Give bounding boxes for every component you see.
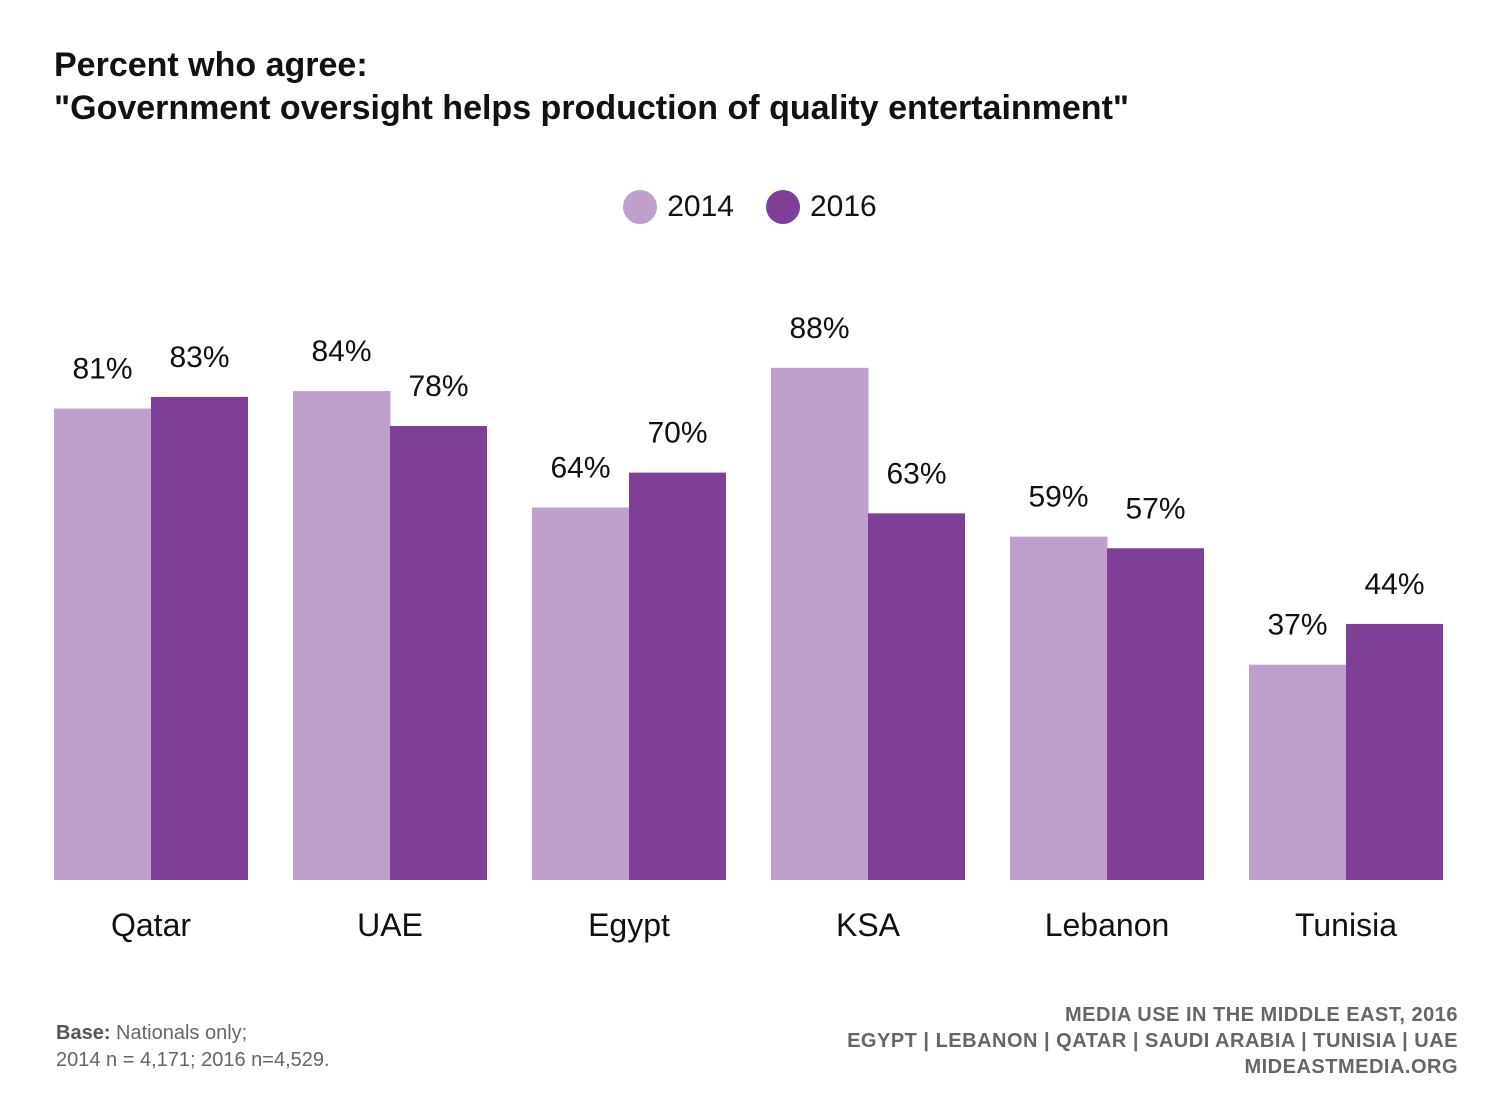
data-label-tunisia-2016: 44% <box>1364 568 1424 601</box>
data-label-egypt-2016: 70% <box>647 417 707 450</box>
chart-title: Percent who agree: "Government oversight… <box>54 44 1129 130</box>
legend: 2014 2016 <box>0 190 1500 224</box>
legend-item-2014: 2014 <box>623 190 734 224</box>
data-label-uae-2016: 78% <box>408 370 468 403</box>
base-label: Base: <box>56 1022 111 1044</box>
source-line-2: EGYPT | LEBANON | QATAR | SAUDI ARABIA |… <box>847 1030 1458 1052</box>
bar-lebanon-2014 <box>1010 536 1108 880</box>
data-label-egypt-2014: 64% <box>550 452 610 485</box>
bar-qatar-2016 <box>151 396 248 880</box>
sample-size: 2014 n = 4,171; 2016 n=4,529. <box>56 1049 330 1071</box>
bar-tunisia-2016 <box>1346 623 1443 880</box>
category-label-lebanon: Lebanon <box>1045 907 1170 943</box>
data-label-ksa-2016: 63% <box>886 457 946 490</box>
source-line-1: MEDIA USE IN THE MIDDLE EAST, 2016 <box>1065 1004 1458 1026</box>
data-label-qatar-2014: 81% <box>72 353 132 386</box>
source-line-3: MIDEASTMEDIA.ORG <box>1244 1056 1458 1078</box>
base-note: Base: Nationals only; 2014 n = 4,171; 20… <box>56 1020 330 1074</box>
data-label-lebanon-2016: 57% <box>1125 492 1185 525</box>
bar-tunisia-2014 <box>1249 664 1347 880</box>
legend-item-2016: 2016 <box>766 190 877 224</box>
legend-swatch-2014 <box>623 190 658 224</box>
data-label-ksa-2014: 88% <box>789 312 849 345</box>
category-label-tunisia: Tunisia <box>1295 907 1397 943</box>
bar-egypt-2016 <box>629 472 726 880</box>
title-line-1: Percent who agree: <box>54 46 368 84</box>
category-label-uae: UAE <box>357 907 423 943</box>
bar-qatar-2014 <box>54 408 152 880</box>
category-label-ksa: KSA <box>836 907 901 943</box>
legend-swatch-2016 <box>766 190 800 224</box>
data-label-lebanon-2014: 59% <box>1028 481 1088 514</box>
bar-uae-2016 <box>390 426 487 880</box>
category-label-qatar: Qatar <box>111 907 191 943</box>
title-line-2: "Government oversight helps production o… <box>54 89 1130 127</box>
data-label-tunisia-2014: 37% <box>1267 609 1327 642</box>
data-label-qatar-2016: 83% <box>169 341 229 374</box>
bar-ksa-2014 <box>771 367 869 881</box>
bar-lebanon-2016 <box>1107 548 1204 880</box>
bar-ksa-2016 <box>868 513 965 880</box>
bar-uae-2014 <box>293 391 391 880</box>
legend-label-2016: 2016 <box>810 190 877 223</box>
data-label-uae-2014: 84% <box>311 335 371 368</box>
bar-egypt-2014 <box>532 507 630 880</box>
base-text: Nationals only; <box>116 1022 248 1044</box>
category-label-egypt: Egypt <box>588 907 670 943</box>
source-note: MEDIA USE IN THE MIDDLE EAST, 2016 EGYPT… <box>847 1002 1458 1080</box>
legend-label-2014: 2014 <box>667 190 734 223</box>
